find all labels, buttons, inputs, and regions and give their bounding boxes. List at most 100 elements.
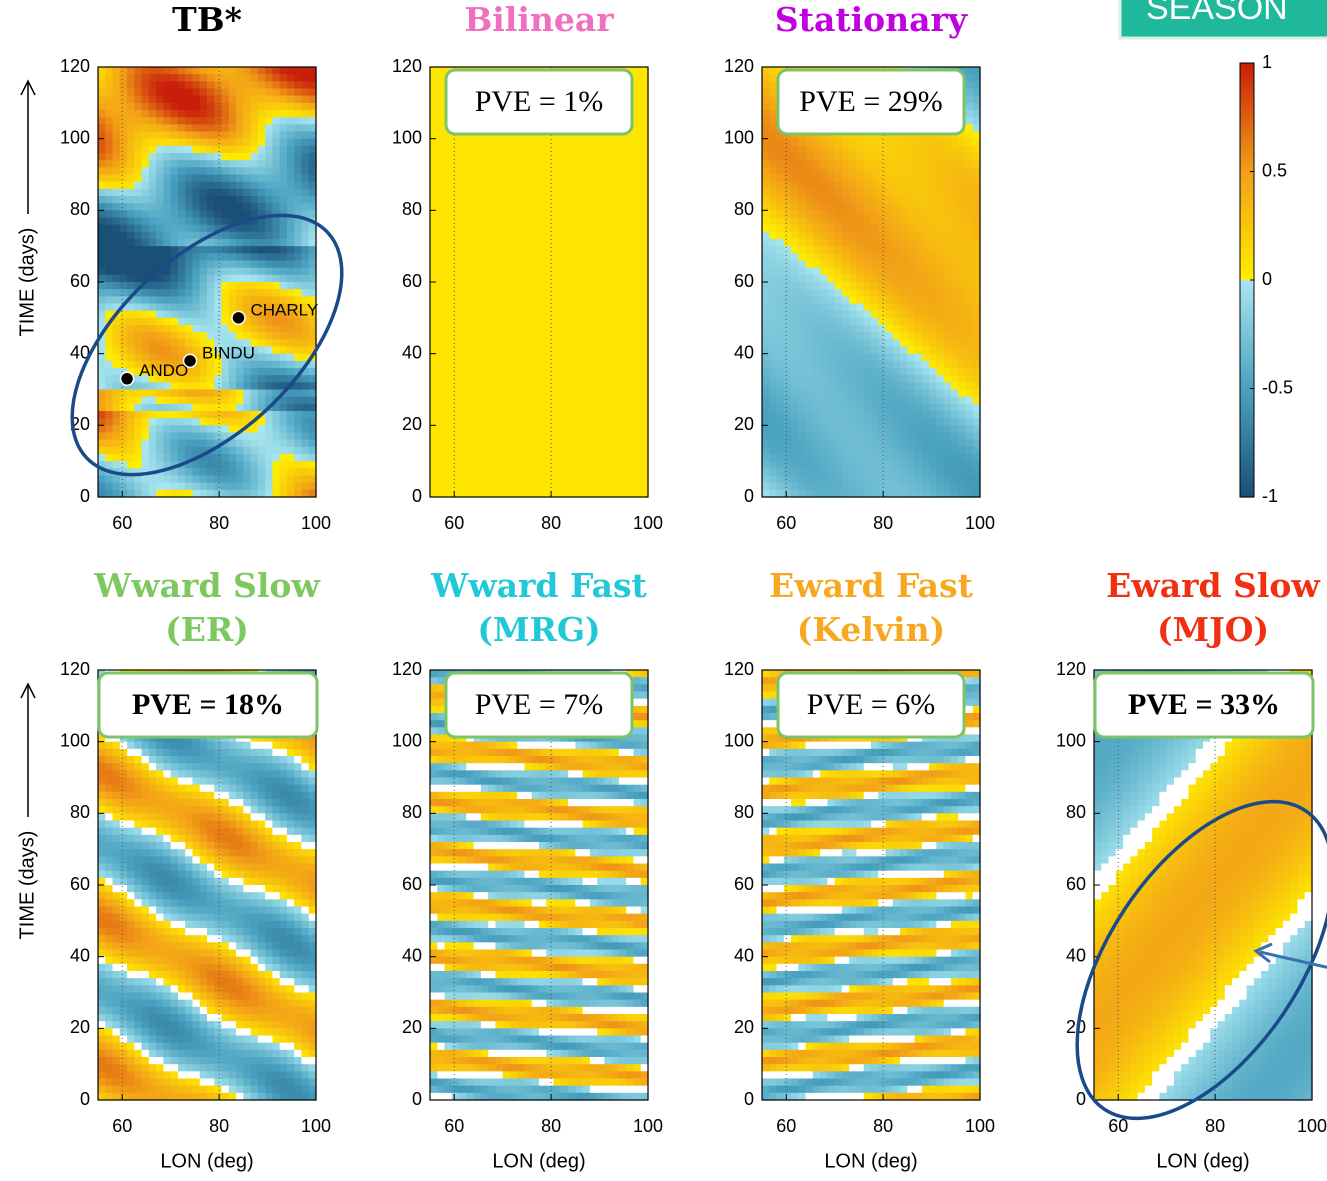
field-cell bbox=[532, 339, 540, 347]
field-cell bbox=[287, 225, 295, 233]
field-cell bbox=[864, 275, 872, 283]
field-cell bbox=[222, 261, 230, 269]
field-cell bbox=[236, 275, 244, 283]
field-cell bbox=[517, 304, 525, 312]
field-cell bbox=[272, 282, 280, 290]
field-cell bbox=[134, 433, 142, 441]
field-cell bbox=[430, 476, 438, 484]
field-cell bbox=[820, 339, 828, 347]
field-cell bbox=[178, 124, 186, 132]
field-cell bbox=[777, 261, 785, 269]
field-cell bbox=[294, 354, 302, 362]
field-cell bbox=[474, 447, 482, 455]
field-cell bbox=[583, 483, 591, 491]
field-cell bbox=[835, 146, 843, 154]
field-cell bbox=[134, 225, 142, 233]
field-cell bbox=[546, 196, 554, 204]
field-cell bbox=[163, 67, 171, 75]
field-cell bbox=[105, 261, 113, 269]
field-cell bbox=[178, 289, 186, 297]
field-cell bbox=[142, 339, 150, 347]
field-cell bbox=[517, 390, 525, 398]
field-cell bbox=[149, 433, 157, 441]
field-cell bbox=[265, 110, 273, 118]
field-cell bbox=[554, 282, 562, 290]
field-cell bbox=[907, 160, 915, 168]
field-cell bbox=[856, 454, 864, 462]
field-cell bbox=[813, 210, 821, 218]
field-cell bbox=[178, 447, 186, 455]
field-cell bbox=[437, 210, 445, 218]
field-cell bbox=[806, 325, 814, 333]
field-cell bbox=[524, 289, 532, 297]
field-cell bbox=[120, 146, 128, 154]
field-cell bbox=[192, 139, 200, 147]
field-cell bbox=[864, 382, 872, 390]
field-cell bbox=[163, 210, 171, 218]
field-cell bbox=[200, 375, 208, 383]
field-cell bbox=[568, 397, 576, 405]
field-cell bbox=[192, 81, 200, 89]
field-cell bbox=[827, 325, 835, 333]
field-cell bbox=[604, 325, 612, 333]
field-cell bbox=[554, 239, 562, 247]
field-cell bbox=[185, 483, 193, 491]
field-cell bbox=[474, 411, 482, 419]
field-cell bbox=[301, 110, 309, 118]
field-cell bbox=[437, 325, 445, 333]
field-cell bbox=[604, 289, 612, 297]
field-cell bbox=[539, 275, 547, 283]
field-cell bbox=[171, 89, 179, 97]
field-cell bbox=[272, 425, 280, 433]
field-cell bbox=[568, 332, 576, 340]
field-cell bbox=[127, 433, 135, 441]
field-cell bbox=[510, 304, 518, 312]
field-cell bbox=[98, 210, 106, 218]
field-cell bbox=[791, 232, 799, 240]
field-cell bbox=[236, 232, 244, 240]
field-cell bbox=[568, 253, 576, 261]
field-cell bbox=[134, 461, 142, 469]
field-cell bbox=[185, 210, 193, 218]
field-cell bbox=[265, 132, 273, 140]
field-cell bbox=[495, 261, 503, 269]
field-cell bbox=[849, 289, 857, 297]
field-cell bbox=[612, 454, 620, 462]
field-cell bbox=[524, 261, 532, 269]
field-cell bbox=[452, 382, 460, 390]
field-cell bbox=[893, 232, 901, 240]
field-cell bbox=[222, 153, 230, 161]
field-cell bbox=[229, 483, 237, 491]
field-cell bbox=[149, 282, 157, 290]
field-cell bbox=[98, 440, 106, 448]
field-cell bbox=[612, 289, 620, 297]
field-cell bbox=[452, 282, 460, 290]
field-cell bbox=[243, 382, 251, 390]
field-cell bbox=[437, 339, 445, 347]
field-cell bbox=[495, 454, 503, 462]
field-cell bbox=[503, 160, 511, 168]
field-cell bbox=[612, 296, 620, 304]
field-cell bbox=[474, 167, 482, 175]
field-cell bbox=[105, 89, 113, 97]
field-cell bbox=[820, 253, 828, 261]
field-cell bbox=[539, 375, 547, 383]
field-cell bbox=[142, 483, 150, 491]
field-cell bbox=[127, 239, 135, 247]
field-cell bbox=[561, 347, 569, 355]
field-cell bbox=[192, 468, 200, 476]
field-cell bbox=[915, 368, 923, 376]
field-cell bbox=[105, 339, 113, 347]
field-cell bbox=[265, 203, 273, 211]
field-cell bbox=[835, 253, 843, 261]
field-cell bbox=[820, 325, 828, 333]
field-cell bbox=[127, 182, 135, 190]
field-cell bbox=[597, 139, 605, 147]
field-cell bbox=[149, 210, 157, 218]
field-cell bbox=[842, 382, 850, 390]
field-cell bbox=[113, 146, 121, 154]
field-cell bbox=[466, 239, 474, 247]
field-cell bbox=[251, 261, 259, 269]
field-cell bbox=[192, 203, 200, 211]
field-cell bbox=[510, 296, 518, 304]
